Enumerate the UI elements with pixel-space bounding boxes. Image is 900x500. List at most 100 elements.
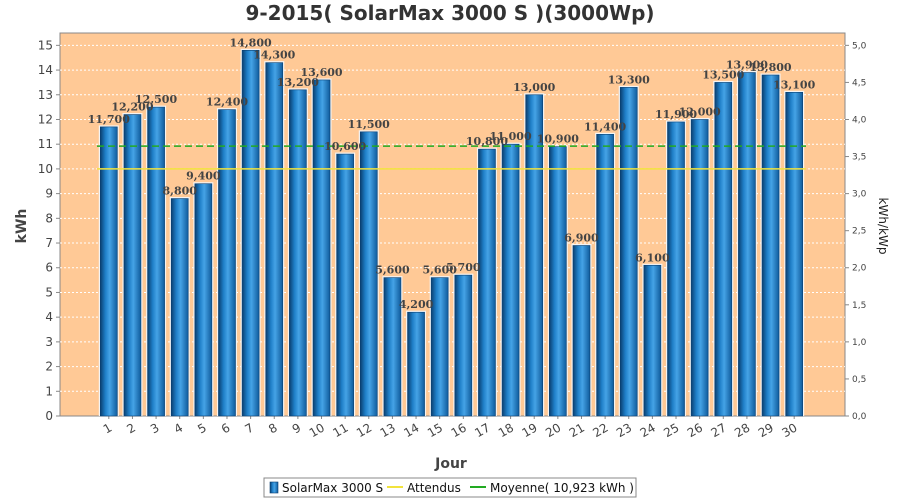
- legend-frame: [263, 477, 637, 498]
- legend-label-attendus: Attendus: [407, 481, 461, 495]
- x-tick-label: 14: [401, 420, 421, 440]
- data-label: 5,700: [446, 261, 481, 274]
- x-tick-label: 28: [732, 420, 752, 440]
- data-label: 14,800: [230, 36, 272, 49]
- bar: [218, 109, 236, 417]
- data-label: 13,500: [702, 68, 744, 81]
- data-label: 11,900: [655, 108, 697, 121]
- bar: [147, 106, 165, 417]
- x-tick-label: 13: [378, 420, 398, 440]
- data-label: 13,000: [513, 81, 555, 94]
- data-label: 11,700: [88, 113, 130, 126]
- y-tick-label: 0: [45, 409, 53, 423]
- x-tick-label: 30: [779, 420, 799, 440]
- y-axis-right-title: kWh/kWp: [876, 198, 890, 255]
- bar: [454, 274, 473, 417]
- x-tick-label: 26: [685, 420, 705, 440]
- y-tick-label: 11: [38, 137, 53, 151]
- x-tick-label: 7: [242, 420, 256, 436]
- data-label: 8,800: [162, 185, 197, 198]
- data-label: 10,800: [466, 135, 508, 148]
- y-tick-label: 4: [45, 310, 53, 324]
- data-label: 12,200: [111, 101, 153, 114]
- data-label: 12,400: [206, 96, 248, 109]
- data-label: 12,000: [679, 105, 721, 118]
- data-label: 12,500: [135, 93, 177, 106]
- bar: [123, 114, 142, 417]
- x-tick-label: 5: [195, 420, 209, 436]
- x-tick-label: 4: [172, 420, 186, 436]
- bar: [785, 92, 803, 417]
- x-tick-label: 25: [661, 420, 681, 440]
- x-tick-label: 24: [638, 420, 658, 440]
- x-tick-label: 22: [590, 420, 610, 440]
- x-tick-label: 9: [290, 420, 304, 436]
- y-right-tick-label: 3,5: [852, 153, 866, 163]
- data-label: 14,300: [253, 49, 295, 62]
- data-label: 5,600: [422, 264, 457, 277]
- data-label: 10,600: [324, 140, 366, 153]
- y-right-tick-label: 0,0: [852, 412, 867, 422]
- y-tick-label: 12: [38, 112, 53, 126]
- bar: [643, 264, 662, 417]
- data-label: 6,100: [635, 251, 670, 264]
- x-tick-label: 23: [614, 420, 634, 440]
- x-tick-label: 19: [519, 420, 539, 440]
- x-tick-label: 1: [101, 420, 115, 436]
- y-tick-label: 15: [38, 38, 53, 52]
- bar: [690, 119, 709, 417]
- y-tick-label: 1: [45, 384, 53, 398]
- data-label: 13,300: [608, 73, 650, 86]
- bar: [336, 153, 354, 417]
- x-tick-label: 18: [496, 420, 516, 440]
- y-tick-label: 10: [38, 162, 53, 176]
- bar: [359, 131, 378, 417]
- y-tick-label: 13: [38, 88, 53, 102]
- data-label: 10,900: [537, 133, 579, 146]
- y-tick-label: 6: [45, 261, 53, 275]
- bar: [761, 74, 780, 417]
- y-tick-label: 7: [45, 236, 53, 250]
- bar: [738, 72, 756, 417]
- bar: [572, 245, 591, 417]
- data-label: 13,600: [300, 66, 342, 79]
- y-right-tick-label: 1,0: [852, 338, 867, 348]
- bar: [549, 146, 567, 417]
- y-right-tick-label: 5,0: [852, 41, 867, 51]
- data-label: 13,800: [749, 61, 791, 74]
- bar: [667, 121, 685, 417]
- x-tick-label: 17: [472, 420, 492, 440]
- bar: [430, 277, 449, 417]
- y-tick-label: 8: [45, 211, 53, 225]
- bar: [241, 49, 260, 417]
- y-right-tick-label: 1,5: [852, 301, 866, 311]
- x-axis-title: Jour: [434, 456, 467, 472]
- bar: [407, 311, 425, 417]
- legend-swatch-solarmax: [269, 481, 279, 494]
- x-tick-label: 2: [124, 420, 138, 436]
- data-label: 13,100: [773, 78, 815, 91]
- x-tick-label: 20: [543, 420, 563, 440]
- bar: [501, 143, 520, 417]
- bar: [478, 148, 496, 417]
- bar: [289, 89, 307, 417]
- data-label: 11,400: [584, 120, 626, 133]
- y-tick-label: 2: [45, 360, 53, 374]
- x-tick-label: 11: [330, 420, 350, 440]
- y-right-tick-label: 0,5: [852, 375, 866, 385]
- data-label: 11,500: [348, 118, 390, 131]
- bar: [170, 198, 189, 417]
- y-right-tick-label: 3,0: [852, 190, 867, 200]
- bar: [100, 126, 118, 417]
- x-tick-label: 12: [354, 420, 374, 440]
- data-label: 11,000: [490, 130, 532, 143]
- y-tick-label: 3: [45, 335, 53, 349]
- y-right-tick-label: 4,0: [852, 115, 867, 125]
- bar: [596, 134, 614, 417]
- data-label: 13,900: [726, 59, 768, 72]
- y-tick-label: 5: [45, 285, 53, 299]
- data-label: 9,400: [186, 170, 221, 183]
- y-right-tick-label: 2,0: [852, 264, 867, 274]
- bar: [194, 183, 213, 417]
- y-tick-label: 14: [38, 63, 53, 77]
